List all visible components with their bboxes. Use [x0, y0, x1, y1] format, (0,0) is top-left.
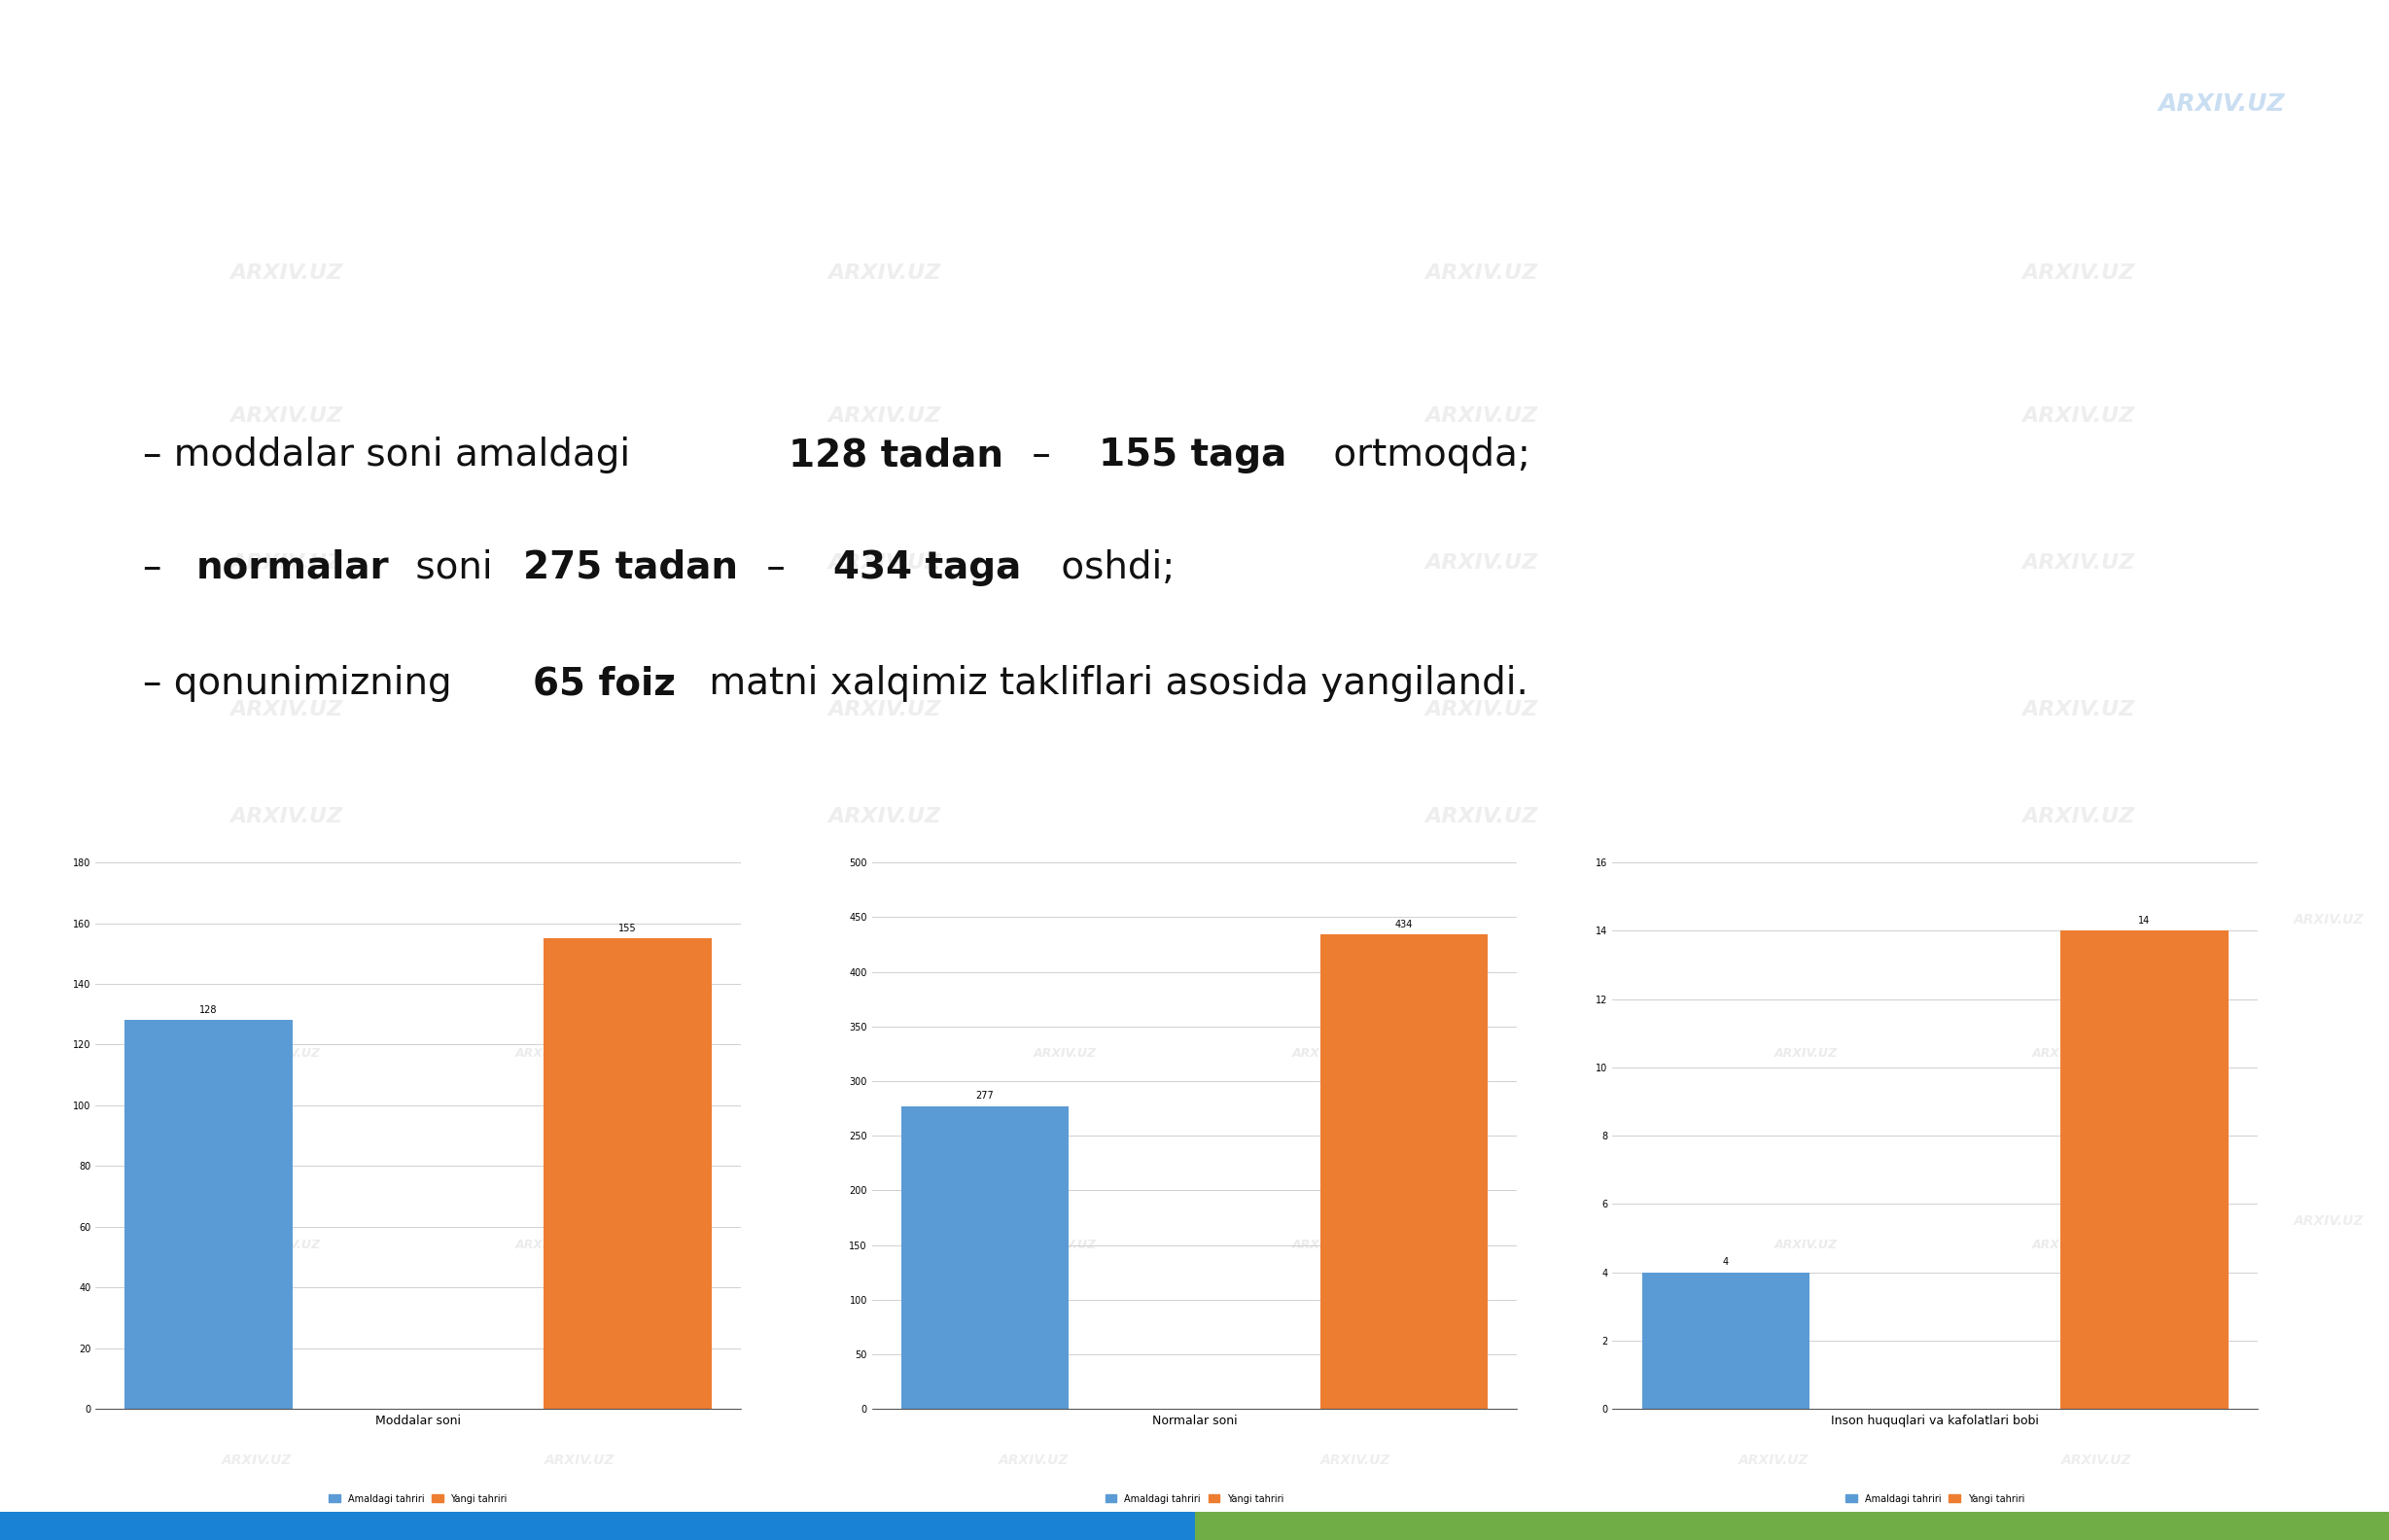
Text: ARXIV.UZ: ARXIV.UZ [1034, 1047, 1097, 1060]
Text: ARXIV.UZ: ARXIV.UZ [222, 1454, 291, 1468]
X-axis label: Normalar soni: Normalar soni [1151, 1415, 1238, 1428]
Text: 14: 14 [2138, 916, 2150, 926]
Text: ARXIV.UZ: ARXIV.UZ [827, 263, 941, 283]
Text: – moddalar soni amaldagi: – moddalar soni amaldagi [143, 437, 643, 474]
Text: ARXIV.UZ: ARXIV.UZ [2021, 407, 2136, 427]
Text: oshdi;: oshdi; [1049, 548, 1175, 585]
Text: ARXIV.UZ: ARXIV.UZ [516, 1238, 578, 1252]
Text: ARXIV.UZ: ARXIV.UZ [2062, 1454, 2131, 1468]
Text: ARXIV.UZ: ARXIV.UZ [1424, 407, 1539, 427]
Text: 275 tadan: 275 tadan [523, 548, 738, 585]
Text: ARXIV.UZ: ARXIV.UZ [1739, 1454, 1808, 1468]
Text: ARXIV.UZ: ARXIV.UZ [229, 263, 344, 283]
Text: 155 taga: 155 taga [1099, 437, 1288, 474]
Text: 4: 4 [1722, 1257, 1730, 1267]
Text: –: – [143, 548, 174, 585]
X-axis label: Moddalar soni: Moddalar soni [375, 1415, 461, 1428]
Text: ARXIV.UZ: ARXIV.UZ [1292, 1238, 1355, 1252]
Text: –: – [1020, 437, 1063, 474]
Text: ARXIV.UZ: ARXIV.UZ [229, 699, 344, 719]
Text: ARXIV.UZ: ARXIV.UZ [258, 1238, 320, 1252]
Text: ortmoqda;: ortmoqda; [1321, 437, 1529, 474]
Text: ARXIV.UZ: ARXIV.UZ [999, 1454, 1068, 1468]
Bar [545, 938, 712, 1409]
Text: ARXIV.UZ: ARXIV.UZ [2293, 1214, 2365, 1227]
Text: ARXIV.UZ: ARXIV.UZ [229, 553, 344, 573]
Text: ARXIV.UZ: ARXIV.UZ [827, 553, 941, 573]
Text: ARXIV.UZ: ARXIV.UZ [2033, 1238, 2095, 1252]
Text: ARXIV.UZ: ARXIV.UZ [1775, 1047, 1837, 1060]
Text: ARXIV.UZ: ARXIV.UZ [827, 407, 941, 427]
Legend: Amaldagi tahriri, Yangi tahriri: Amaldagi tahriri, Yangi tahriri [1101, 1491, 1288, 1508]
X-axis label: Inson huquqlari va kafolatlari bobi: Inson huquqlari va kafolatlari bobi [1830, 1415, 2040, 1428]
Text: deb atalmoqda?: deb atalmoqda? [939, 134, 1450, 189]
Text: ARXIV.UZ: ARXIV.UZ [2157, 92, 2286, 115]
Text: ARXIV.UZ: ARXIV.UZ [258, 1047, 320, 1060]
Text: Nima uchun “yangi konstitutsiya”: Nima uchun “yangi konstitutsiya” [650, 45, 1739, 100]
Bar [1321, 935, 1488, 1409]
Text: 128: 128 [201, 1006, 217, 1015]
Text: ARXIV.UZ: ARXIV.UZ [545, 1454, 614, 1468]
Bar [1194, 1512, 2389, 1540]
Text: ARXIV.UZ: ARXIV.UZ [2021, 807, 2136, 825]
Text: soni: soni [404, 548, 504, 585]
Text: ARXIV.UZ: ARXIV.UZ [2021, 263, 2136, 283]
Text: ARXIV.UZ: ARXIV.UZ [2293, 913, 2365, 927]
Legend: Amaldagi tahriri, Yangi tahriri: Amaldagi tahriri, Yangi tahriri [325, 1491, 511, 1508]
Text: –: – [755, 548, 798, 585]
Text: 277: 277 [977, 1090, 994, 1101]
Text: normalar: normalar [196, 548, 389, 585]
Text: ARXIV.UZ: ARXIV.UZ [1321, 1454, 1390, 1468]
Text: matni xalqimiz takliflari asosida yangilandi.: matni xalqimiz takliflari asosida yangil… [698, 665, 1529, 702]
Text: ARXIV.UZ: ARXIV.UZ [1292, 1047, 1355, 1060]
Text: ARXIV.UZ: ARXIV.UZ [1424, 263, 1539, 283]
Text: ARXIV.UZ: ARXIV.UZ [229, 407, 344, 427]
Text: ARXIV.UZ: ARXIV.UZ [2021, 553, 2136, 573]
Bar [0, 1512, 1194, 1540]
Text: ARXIV.UZ: ARXIV.UZ [1424, 807, 1539, 825]
Text: 65 foiz: 65 foiz [533, 665, 676, 702]
Text: ARXIV.UZ: ARXIV.UZ [2033, 1047, 2095, 1060]
Text: ARXIV.UZ: ARXIV.UZ [2021, 699, 2136, 719]
Text: ARXIV.UZ: ARXIV.UZ [827, 807, 941, 825]
Legend: Amaldagi tahriri, Yangi tahriri: Amaldagi tahriri, Yangi tahriri [1842, 1491, 2028, 1508]
Text: ARXIV.UZ: ARXIV.UZ [516, 1047, 578, 1060]
Bar [901, 1106, 1068, 1409]
Text: 155: 155 [619, 922, 635, 933]
Text: – qonunimizning: – qonunimizning [143, 665, 463, 702]
Text: 434 taga: 434 taga [834, 548, 1022, 585]
Text: ARXIV.UZ: ARXIV.UZ [229, 807, 344, 825]
Text: ARXIV.UZ: ARXIV.UZ [827, 699, 941, 719]
Bar [1641, 1272, 1808, 1409]
Text: ARXIV.UZ: ARXIV.UZ [1775, 1238, 1837, 1252]
Text: 434: 434 [1395, 919, 1412, 929]
Bar [2062, 930, 2229, 1409]
Bar [124, 1021, 291, 1409]
Text: 128 tadan: 128 tadan [788, 437, 1003, 474]
Text: ARXIV.UZ: ARXIV.UZ [1424, 699, 1539, 719]
Text: ARXIV.UZ: ARXIV.UZ [1034, 1238, 1097, 1252]
Text: ARXIV.UZ: ARXIV.UZ [1424, 553, 1539, 573]
